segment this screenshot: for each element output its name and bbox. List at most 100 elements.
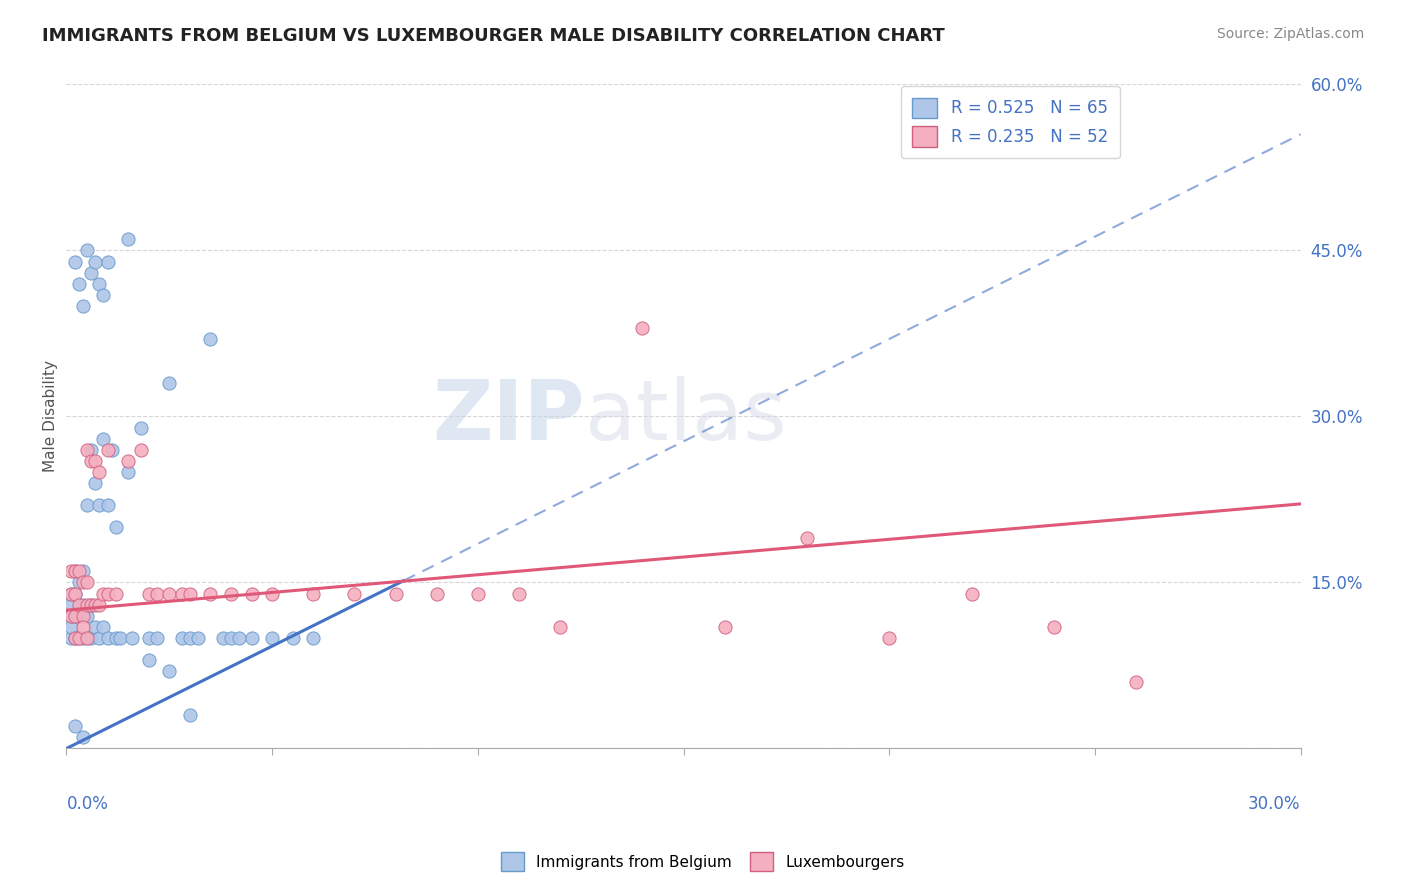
Point <box>84 254 107 268</box>
Point <box>343 586 366 600</box>
Point <box>211 631 233 645</box>
Point <box>84 598 107 612</box>
Point <box>129 442 152 457</box>
Point <box>138 631 160 645</box>
Point <box>76 442 98 457</box>
Point <box>104 631 127 645</box>
Point <box>67 277 90 291</box>
Point <box>76 608 98 623</box>
Point <box>63 565 86 579</box>
Point <box>76 498 98 512</box>
Point <box>219 631 242 645</box>
Point <box>63 631 86 645</box>
Point <box>76 631 98 645</box>
Point <box>72 575 94 590</box>
Point <box>89 631 111 645</box>
Point <box>76 631 98 645</box>
Point <box>63 586 86 600</box>
Legend: R = 0.525   N = 65, R = 0.235   N = 52: R = 0.525 N = 65, R = 0.235 N = 52 <box>901 87 1119 159</box>
Point <box>59 598 82 612</box>
Point <box>72 731 94 745</box>
Point <box>108 631 131 645</box>
Point <box>93 287 115 301</box>
Point <box>76 598 98 612</box>
Point <box>467 586 489 600</box>
Point <box>59 608 82 623</box>
Point <box>63 719 86 733</box>
Point <box>117 454 139 468</box>
Point <box>508 586 530 600</box>
Point <box>72 565 94 579</box>
Point <box>67 631 90 645</box>
Point <box>100 442 122 457</box>
Point <box>170 586 193 600</box>
Point <box>426 586 449 600</box>
Point <box>240 586 263 600</box>
Point <box>93 620 115 634</box>
Point <box>63 631 86 645</box>
Point <box>59 620 82 634</box>
Point <box>138 653 160 667</box>
Point <box>72 598 94 612</box>
Point <box>262 631 284 645</box>
Point <box>129 420 152 434</box>
Point <box>63 608 86 623</box>
Point <box>89 498 111 512</box>
Point <box>1125 675 1147 690</box>
Point <box>67 608 90 623</box>
Point <box>146 631 169 645</box>
Point <box>67 575 90 590</box>
Point <box>72 631 94 645</box>
Point <box>59 631 82 645</box>
Point <box>240 631 263 645</box>
Point <box>59 608 82 623</box>
Point <box>302 631 325 645</box>
Point <box>59 586 82 600</box>
Point <box>877 631 900 645</box>
Point <box>1043 620 1066 634</box>
Point <box>80 442 103 457</box>
Point <box>97 498 120 512</box>
Point <box>97 254 120 268</box>
Point <box>67 631 90 645</box>
Point <box>80 598 103 612</box>
Point <box>89 277 111 291</box>
Point <box>121 631 143 645</box>
Point <box>63 608 86 623</box>
Point <box>67 565 90 579</box>
Point <box>117 465 139 479</box>
Point <box>97 442 120 457</box>
Text: 30.0%: 30.0% <box>1249 795 1301 813</box>
Point <box>63 254 86 268</box>
Point <box>157 376 180 391</box>
Point <box>200 332 222 346</box>
Point <box>179 708 201 723</box>
Legend: Immigrants from Belgium, Luxembourgers: Immigrants from Belgium, Luxembourgers <box>495 847 911 877</box>
Point <box>548 620 571 634</box>
Point <box>80 631 103 645</box>
Point <box>72 299 94 313</box>
Point <box>713 620 735 634</box>
Point <box>384 586 406 600</box>
Text: ZIP: ZIP <box>432 376 585 457</box>
Point <box>146 586 169 600</box>
Point <box>960 586 983 600</box>
Point <box>187 631 209 645</box>
Text: atlas: atlas <box>585 376 786 457</box>
Point <box>67 598 90 612</box>
Point <box>262 586 284 600</box>
Point <box>179 631 201 645</box>
Point <box>631 321 654 335</box>
Point <box>157 664 180 678</box>
Point <box>76 244 98 258</box>
Point <box>84 620 107 634</box>
Point <box>80 266 103 280</box>
Point <box>59 565 82 579</box>
Point <box>93 432 115 446</box>
Point <box>219 586 242 600</box>
Point <box>84 475 107 490</box>
Point <box>80 598 103 612</box>
Point <box>59 586 82 600</box>
Point <box>281 631 304 645</box>
Point <box>302 586 325 600</box>
